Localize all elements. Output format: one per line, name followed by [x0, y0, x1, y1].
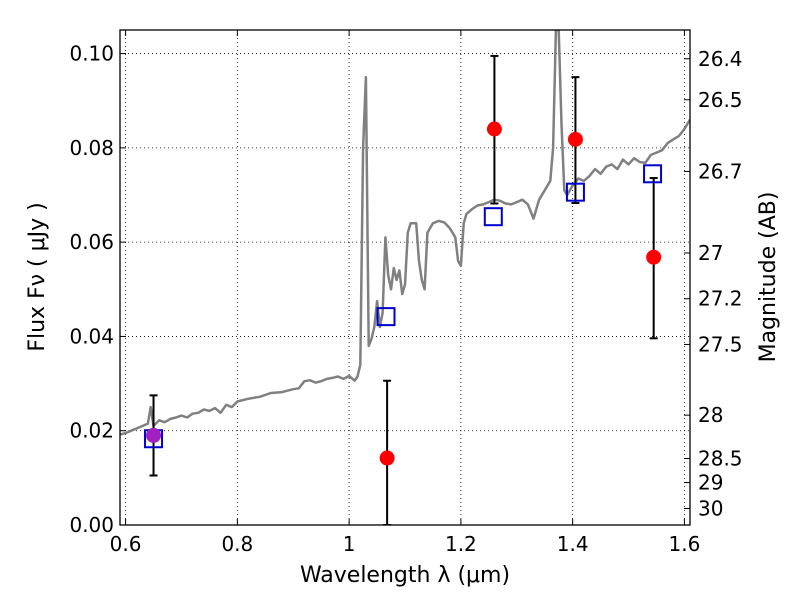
data-markers: [144, 121, 663, 466]
magnitude-tick-label: 27.2: [698, 287, 743, 311]
plot-frame: [119, 29, 691, 526]
observed-flux-point: [379, 450, 395, 466]
synthetic-photometry-square: [483, 207, 503, 227]
synthetic-photometry-square: [565, 182, 585, 202]
magnitude-tick-label: 28: [698, 403, 723, 427]
y-tick-label: 0.06: [69, 230, 114, 254]
magnitude-tick-label: 27: [698, 241, 723, 265]
magnitude-tick-label: 30: [698, 497, 723, 521]
synthetic-photometry-square: [376, 307, 396, 327]
y-axis-label: Flux Fν ( μJy ): [25, 202, 50, 351]
magnitude-tick-label: 29: [698, 471, 723, 495]
x-tick-label: 1.6: [669, 532, 701, 556]
grid: [120, 30, 690, 525]
y-tick-label: 0.00: [69, 513, 114, 537]
observed-flux-point: [486, 121, 502, 137]
spectrum-series: [120, 30, 690, 436]
x-tick-label: 1: [343, 532, 356, 556]
magnitude-tick-label: 26.7: [698, 159, 743, 183]
y-tick-label: 0.02: [69, 419, 114, 443]
synthetic-photometry-square: [643, 164, 663, 184]
y-tick-label: 0.10: [69, 42, 114, 66]
x-axis-ticks: 0.6 0.8 1 1.2 1.4 1.6: [110, 30, 701, 556]
observed-flux-point: [567, 131, 583, 147]
magnitude-tick-label: 27.5: [698, 332, 743, 356]
x-tick-label: 0.8: [221, 532, 253, 556]
y-tick-label: 0.08: [69, 136, 114, 160]
observed-flux-point: [146, 427, 162, 443]
x-tick-label: 1.2: [445, 532, 477, 556]
y-tick-label: 0.04: [69, 324, 114, 348]
x-tick-label: 0.6: [110, 532, 142, 556]
magnitude-tick-label: 28.5: [698, 447, 743, 471]
magnitude-tick-label: 26.5: [698, 88, 743, 112]
spectrum-line: [120, 30, 690, 436]
y-axis-ticks: 0.00 0.02 0.04 0.06 0.08 0.10: [69, 42, 126, 537]
magnitude-tick-label: 26.4: [698, 47, 743, 71]
x-tick-label: 1.4: [557, 532, 589, 556]
x-axis-label: Wavelength λ (μm): [300, 563, 510, 588]
observed-flux-point: [646, 249, 662, 265]
magnitude-axis-label: Magnitude (AB): [756, 192, 781, 363]
